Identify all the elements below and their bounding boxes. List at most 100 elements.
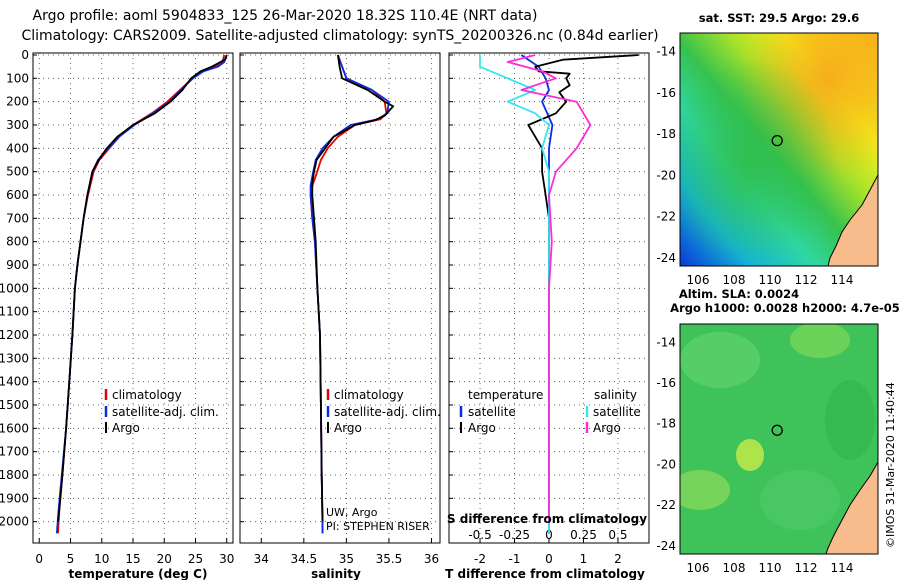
x-tick-label: 10 [94, 552, 109, 566]
depth-tick-label: 200 [6, 95, 29, 109]
land-coast [825, 460, 878, 554]
depth-tick-label: 1700 [0, 445, 29, 459]
map-y-tick-label: -14 [656, 45, 676, 59]
map-x-tick-label: 114 [831, 273, 854, 287]
depth-tick-label: 1800 [0, 468, 29, 482]
x-tick-label: 35 [339, 552, 354, 566]
map-x-tick-label: 108 [723, 273, 746, 287]
map-y-tick-label: -20 [656, 168, 676, 182]
legend-temp-satellite: satellite [468, 405, 516, 419]
x-tick-label: 34 [254, 552, 269, 566]
depth-tick-label: 700 [6, 211, 29, 225]
x-tick-label: -1 [509, 552, 521, 566]
map-y-tick-label: -18 [656, 127, 676, 141]
sst-map-frame [679, 32, 879, 267]
annotation-pi: PI: STEPHEN RISER [326, 520, 430, 533]
map-x-tick-label: 114 [831, 561, 854, 575]
legend-title-temperature: temperature [468, 388, 543, 402]
map-y-tick-label: -24 [656, 539, 676, 553]
title-line-1: Argo profile: aoml 5904833_125 26-Mar-20… [33, 8, 538, 24]
float-location-marker [771, 424, 783, 436]
map-x-tick-label: 108 [723, 561, 746, 575]
map-x-tick-label: 112 [795, 273, 818, 287]
x-tick-label: 1 [580, 552, 588, 566]
sst-map-ticks: 106 108 110 112 114 -14 -16 -18 -20 -22 -24 [656, 45, 853, 287]
salinity-axis-label: salinity [311, 567, 361, 580]
legend-climatology: climatology [112, 388, 182, 402]
sla-map-title-2: Argo h1000: 0.0028 h2000: 4.7e-05 [670, 301, 900, 315]
depth-tick-label: 2000 [0, 515, 29, 529]
sla-map [680, 324, 878, 554]
legend-temp-argo: Argo [468, 421, 496, 435]
sla-patch [790, 324, 850, 358]
sst-map-title: sat. SST: 29.5 Argo: 29.6 [699, 11, 859, 25]
profile-series [55, 54, 639, 534]
map-x-tick-label: 106 [687, 273, 710, 287]
legend-title-salinity: salinity [594, 388, 637, 402]
x-tick-label: 35.5 [376, 552, 403, 566]
x-tick-label: 25 [188, 552, 203, 566]
x-tick-label: 0 [545, 552, 553, 566]
difference-legend: temperature salinity satellite Argo sate… [459, 388, 641, 435]
t-difference-axis-label: T difference from climatology [445, 567, 645, 580]
x-tick-label: 15 [125, 552, 140, 566]
salinity-panel [239, 52, 441, 544]
imos-credit: ©IMOS 31-Mar-2020 11:40:44 [884, 382, 897, 548]
legend-satellite: satellite-adj. clim. [334, 405, 441, 419]
sst-map [680, 33, 878, 266]
depth-tick-label: 300 [6, 118, 29, 132]
map-y-tick-label: -18 [656, 417, 676, 431]
s-diff-tick-label: 0 [545, 528, 553, 542]
sla-map-ticks: 106 108 110 112 114 -14 -16 -18 -20 -22 -24 [656, 335, 853, 575]
x-tick-label: 36 [424, 552, 439, 566]
temperature-legend: climatology satellite-adj. clim. Argo [104, 388, 219, 435]
depth-tick-label: 100 [6, 71, 29, 85]
map-x-tick-label: 110 [759, 273, 782, 287]
s-diff-tick-label: -0.25 [499, 528, 530, 542]
depth-tick-label: 600 [6, 188, 29, 202]
annotation-uw-argo: UW, Argo [326, 506, 378, 519]
depth-tick-label: 500 [6, 165, 29, 179]
x-tick-label: 30 [219, 552, 234, 566]
series-line [311, 54, 395, 522]
map-y-tick-label: -20 [656, 457, 676, 471]
depth-tick-label: 400 [6, 141, 29, 155]
map-y-tick-label: -22 [656, 210, 676, 224]
s-diff-tick-label: 0.25 [570, 528, 597, 542]
depth-tick-label: 1200 [0, 328, 29, 342]
x-tick-label: 34.5 [290, 552, 317, 566]
sla-map-frame [679, 323, 879, 555]
depth-tick-label: 1100 [0, 305, 29, 319]
axis-ticks: 0 5 10 15 20 25 30 34 34.5 35 35.5 36 -2 -1 0 1 2 -0.5 -0.… [33, 54, 628, 566]
sla-patch [825, 380, 875, 460]
depth-tick-label: 1900 [0, 491, 29, 505]
depth-tick-label: 1400 [0, 375, 29, 389]
float-location-marker [771, 134, 783, 147]
depth-tick-label: 900 [6, 258, 29, 272]
depth-tick-label: 800 [6, 235, 29, 249]
series-line [55, 54, 228, 534]
x-tick-label: 20 [157, 552, 172, 566]
depth-axis-labels: 0 100 200 300 400 500 600 700 800 900 1000 1100 1200… [0, 48, 29, 529]
s-diff-tick-label: 0.5 [608, 528, 627, 542]
map-y-tick-label: -22 [656, 498, 676, 512]
series-line [57, 54, 228, 522]
depth-tick-label: 1600 [0, 421, 29, 435]
legend-satellite: satellite-adj. clim. [112, 405, 219, 419]
legend-argo: Argo [112, 421, 140, 435]
series-line [506, 54, 592, 522]
title-line-2: Climatology: CARS2009. Satellite-adjuste… [21, 28, 658, 44]
temperature-axis-label: temperature (deg C) [69, 567, 208, 580]
legend-sal-satellite: satellite [593, 405, 641, 419]
sla-patch [680, 470, 730, 510]
land-coast [827, 174, 878, 266]
salinity-legend: climatology satellite-adj. clim. Argo UW… [326, 388, 441, 533]
map-x-tick-label: 110 [759, 561, 782, 575]
sla-patch [736, 439, 764, 471]
depth-tick-label: 1500 [0, 398, 29, 412]
depth-tick-label: 1000 [0, 281, 29, 295]
x-tick-label: 0 [35, 552, 43, 566]
s-diff-tick-label: -0.5 [468, 528, 491, 542]
legend-sal-argo: Argo [593, 421, 621, 435]
